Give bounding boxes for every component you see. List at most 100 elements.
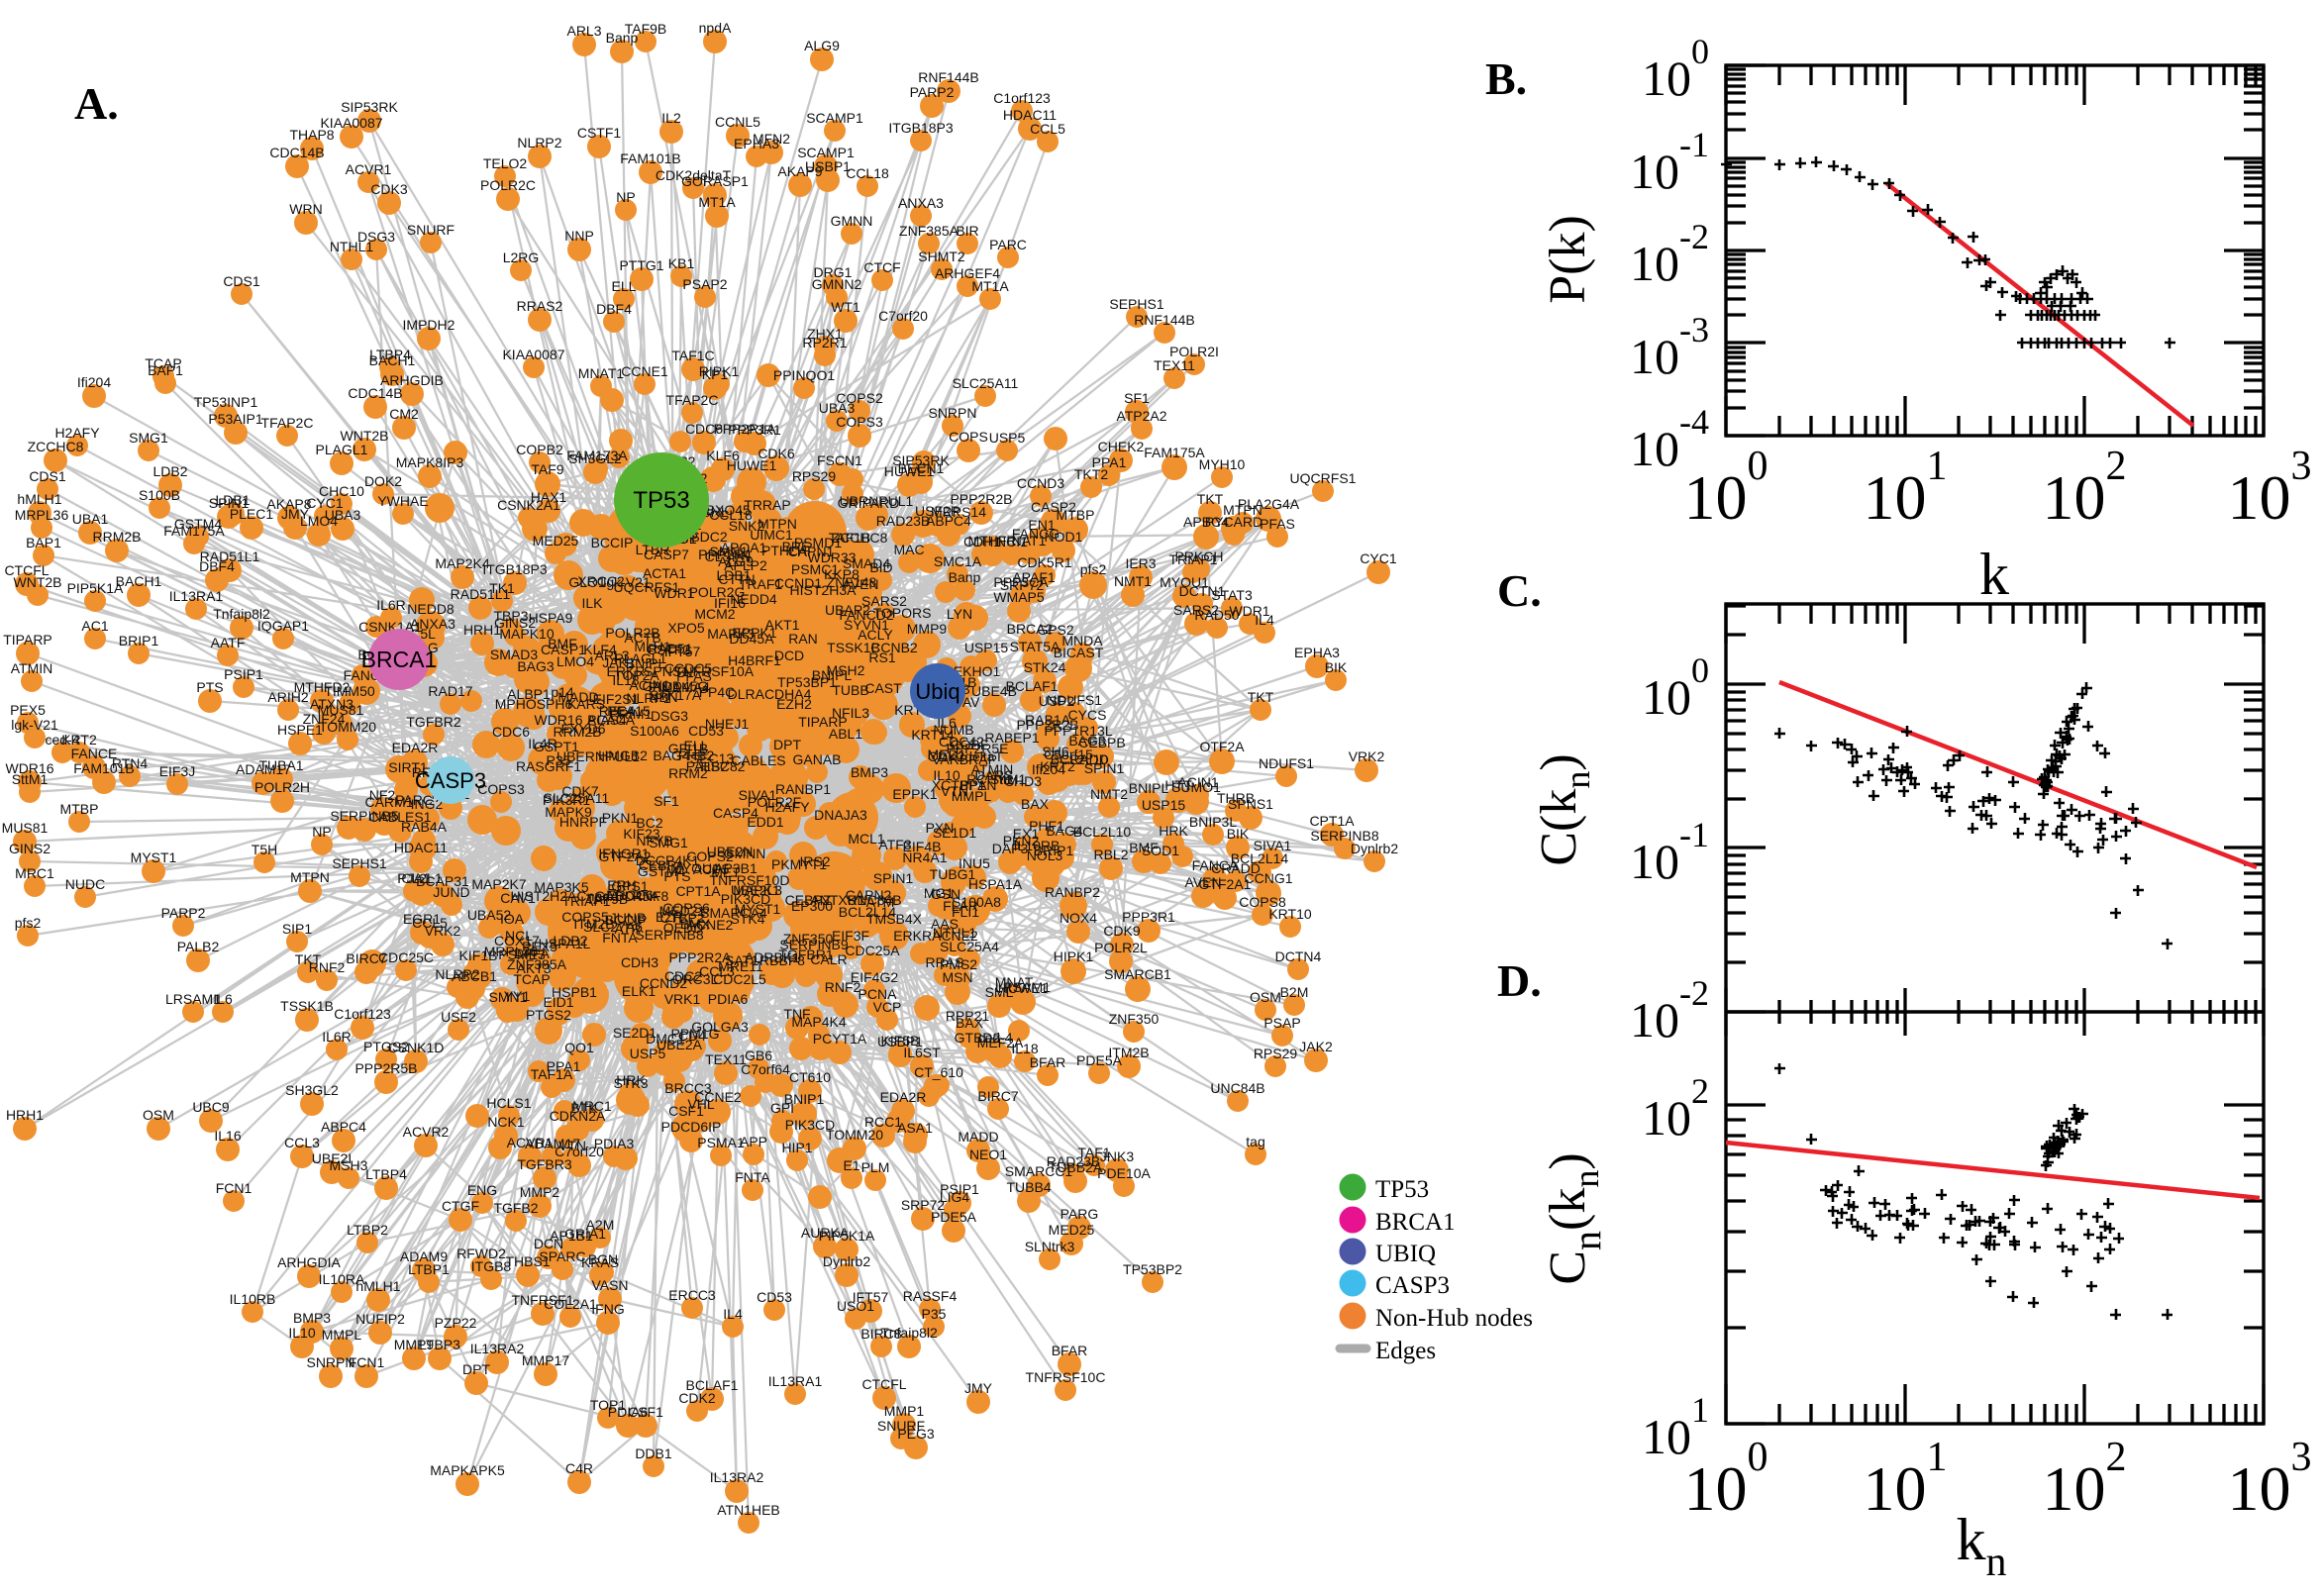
svg-text:FCN1: FCN1 [349,1354,385,1370]
svg-text:AKAP8: AKAP8 [266,496,311,512]
svg-text:RAD23B: RAD23B [1047,1153,1100,1169]
svg-text:PTS: PTS [196,679,223,695]
svg-text:MSH3: MSH3 [330,1157,368,1173]
svg-text:TRAF1: TRAF1 [739,576,783,592]
svg-text:UBRNPUL1: UBRNPUL1 [840,493,914,509]
svg-text:SPIN1: SPIN1 [1084,760,1125,776]
svg-text:PPA1: PPA1 [547,1058,581,1074]
svg-text:MTBP: MTBP [1057,507,1095,523]
svg-text:ELL: ELL [612,278,637,294]
svg-text:HCLS1: HCLS1 [486,1095,531,1111]
svg-text:LTBP3: LTBP3 [419,1337,460,1352]
svg-text:GSTM4: GSTM4 [174,516,222,532]
svg-text:SF1: SF1 [1124,390,1150,406]
svg-text:PTS: PTS [663,868,690,884]
svg-text:DBF4: DBF4 [199,558,235,574]
svg-text:MRPS14: MRPS14 [931,504,986,520]
svg-text:C(kn): C(kn) [1531,753,1597,865]
svg-text:ATN1HEB: ATN1HEB [717,1502,780,1518]
svg-text:PPA1: PPA1 [1092,454,1127,470]
svg-text:MG1: MG1 [924,885,955,901]
svg-text:ALG9: ALG9 [804,38,840,53]
svg-text:MUS81: MUS81 [2,820,49,836]
svg-text:NMT2: NMT2 [1090,786,1128,802]
svg-text:DD45A: DD45A [729,631,774,647]
svg-text:MMP1: MMP1 [884,1403,925,1419]
svg-text:DDB1: DDB1 [635,1446,672,1461]
svg-text:CDC25A: CDC25A [845,943,900,958]
svg-text:CD53: CD53 [757,1289,792,1305]
svg-text:SDC2: SDC2 [690,529,728,545]
svg-text:BAG3: BAG3 [1068,733,1106,748]
svg-text:COL2A1: COL2A1 [544,1296,597,1312]
svg-text:EZR: EZR [656,909,683,925]
svg-text:GANAB: GANAB [792,751,841,767]
svg-text:GRIPARD: GRIPARD [838,495,900,511]
svg-text:FAM101B: FAM101B [73,760,134,776]
svg-text:TP53BP2: TP53BP2 [1123,1261,1182,1277]
svg-text:MTPN: MTPN [1223,502,1262,518]
svg-text:FNTA: FNTA [735,1169,770,1185]
svg-text:B.: B. [1485,53,1527,104]
svg-text:LDB1: LDB1 [716,567,751,583]
svg-text:NP: NP [616,189,635,205]
svg-text:RAD51L1: RAD51L1 [200,549,260,564]
svg-text:IL6R: IL6R [322,1029,352,1045]
svg-text:SEPHS1: SEPHS1 [1109,296,1163,312]
svg-text:IL4R: IL4R [528,736,557,751]
svg-text:SNK2: SNK2 [729,518,765,534]
svg-text:WT1: WT1 [831,299,860,315]
svg-text:CD53: CD53 [688,723,724,739]
svg-text:ACVR1: ACVR1 [507,1135,554,1150]
svg-text:POLR2G: POLR2G [689,584,746,600]
svg-text:YY1: YY1 [504,988,531,1004]
svg-text:BRE: BRE [782,539,811,554]
svg-text:JUND: JUND [433,884,469,900]
svg-text:ACIN1: ACIN1 [629,677,669,693]
svg-text:NOD1: NOD1 [1045,529,1083,545]
svg-text:PHF1: PHF1 [1029,818,1064,834]
svg-text:ERKR: ERKR [607,663,646,679]
svg-text:SIVA1: SIVA1 [1254,838,1292,853]
svg-text:GLO1: GLO1 [568,574,606,590]
svg-text:HSPE1: HSPE1 [277,722,323,738]
svg-text:USO1: USO1 [837,1298,874,1314]
svg-text:FANCA: FANCA [1192,857,1239,873]
svg-text:SNRPN: SNRPN [928,405,976,421]
svg-text:BFAR: BFAR [1052,1343,1088,1358]
svg-text:TIPARP: TIPARP [798,714,848,730]
svg-text:PTHLH: PTHLH [761,543,807,558]
svg-text:CT_610: CT_610 [914,1064,963,1080]
svg-text:KKP8: KKP8 [824,566,859,582]
svg-text:SF1: SF1 [654,793,679,809]
svg-text:PPM1G: PPM1G [670,1026,719,1042]
svg-text:PYCARD: PYCARD [1205,514,1262,530]
svg-text:PPINQO1: PPINQO1 [773,367,835,383]
svg-text:MED25: MED25 [533,533,579,549]
svg-text:RAD51L1: RAD51L1 [451,586,511,602]
svg-text:TKT: TKT [1197,491,1224,507]
svg-text:COPS2: COPS2 [836,390,883,406]
svg-text:PDE5A: PDE5A [1076,1052,1123,1068]
svg-text:COX17: COX17 [494,933,540,948]
svg-text:SMC1A: SMC1A [934,553,982,569]
svg-text:TNFRSF10C: TNFRSF10C [1026,1369,1106,1385]
svg-text:BRCA1: BRCA1 [1375,1209,1456,1236]
svg-text:CDK9: CDK9 [1103,923,1141,939]
svg-text:100: 100 [1684,1435,1768,1524]
svg-text:SMN1: SMN1 [710,544,749,559]
svg-text:TFAP2C: TFAP2C [666,392,719,408]
svg-text:SMG1: SMG1 [129,430,168,446]
svg-text:PPP2R4: PPP2R4 [698,547,752,562]
svg-text:ADAM17: ADAM17 [236,761,291,777]
svg-text:TAF9: TAF9 [531,461,563,477]
svg-text:PLA2G4A: PLA2G4A [1238,496,1300,512]
svg-text:XPO5: XPO5 [667,620,705,636]
svg-text:SH3GL2: SH3GL2 [285,1082,339,1098]
svg-text:TGFB2: TGFB2 [493,1200,538,1216]
svg-text:FXYD6: FXYD6 [560,721,605,737]
svg-text:STK24: STK24 [1024,659,1066,675]
svg-text:LIG4: LIG4 [940,1189,970,1205]
svg-text:DOK2: DOK2 [364,473,402,489]
svg-text:KARS: KARS [567,696,605,712]
